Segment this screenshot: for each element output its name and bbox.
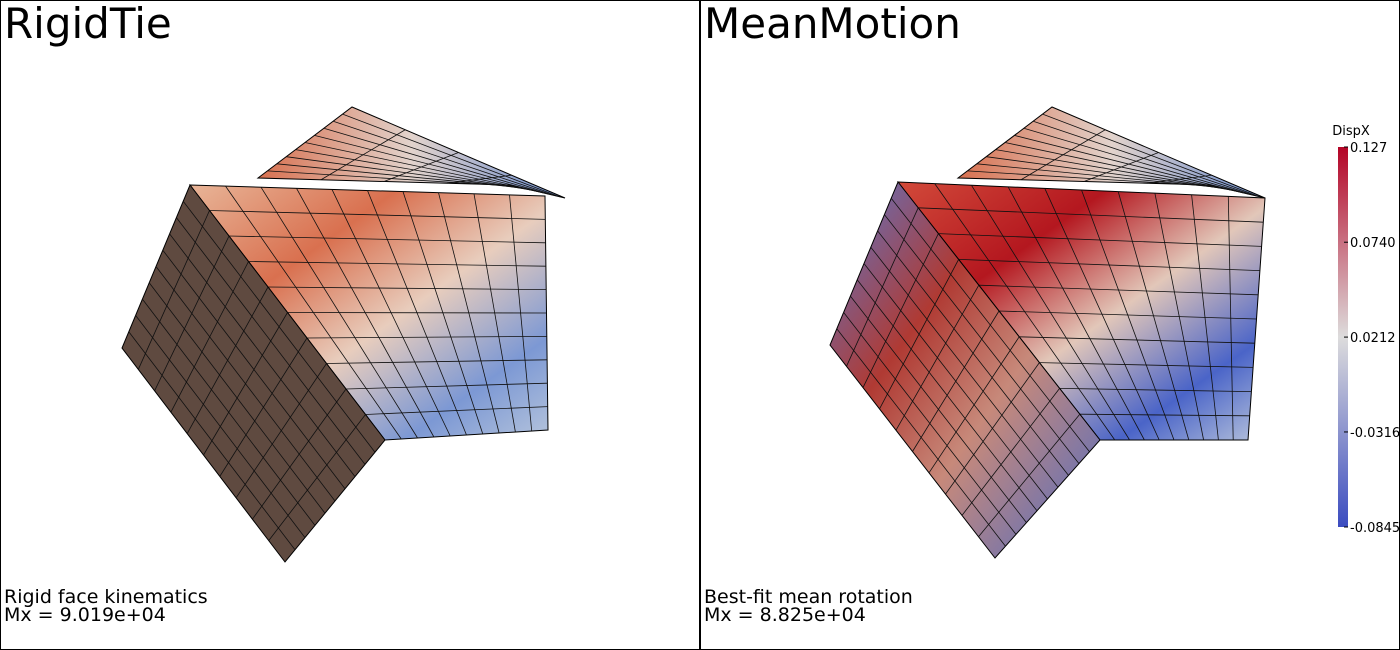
mesh-line xyxy=(248,261,546,267)
mesh-line xyxy=(267,286,547,290)
mesh-line xyxy=(1146,174,1212,184)
mesh-line xyxy=(850,295,1027,523)
mesh-line xyxy=(863,263,1048,500)
mesh-line xyxy=(1059,388,1252,392)
mesh-line xyxy=(287,312,547,314)
moment: Mx = 8.825e+04 xyxy=(704,604,866,626)
moment: Mx = 9.019e+04 xyxy=(4,604,166,626)
mesh-line xyxy=(306,336,547,339)
mesh-face xyxy=(829,181,1101,559)
mesh-line xyxy=(856,279,1038,512)
mesh-line xyxy=(128,331,296,551)
mesh-line xyxy=(135,315,306,538)
mesh-line xyxy=(365,406,548,415)
mesh-line xyxy=(383,152,459,182)
mesh-line xyxy=(326,359,548,364)
colorbar-tick-label: 0.0740 xyxy=(1350,236,1396,251)
mesh-line xyxy=(209,210,546,220)
mesh-line xyxy=(320,129,406,181)
mesh-line xyxy=(155,266,336,502)
mesh-line xyxy=(843,312,1017,535)
mesh-face xyxy=(121,184,386,563)
mesh-line xyxy=(169,233,356,477)
panel-title: RigidTie xyxy=(4,0,172,48)
colorbar-title: DispX xyxy=(1332,124,1370,139)
mesh-line xyxy=(148,282,326,514)
mesh-line xyxy=(884,214,1080,464)
mesh-line xyxy=(836,328,1006,547)
mesh-line xyxy=(890,198,1090,453)
mesh-face xyxy=(956,106,1266,199)
mesh-line xyxy=(182,201,376,453)
colorbar-tick-label: -0.0845 xyxy=(1350,521,1400,536)
mesh-face xyxy=(256,106,566,199)
mesh-line xyxy=(1079,413,1250,417)
mesh-line xyxy=(1039,362,1254,368)
caption: Best-fit mean rotation xyxy=(704,586,913,608)
mesh-line xyxy=(870,246,1059,488)
colorbar-tick-label: 0.127 xyxy=(1350,141,1387,156)
mesh-line xyxy=(1083,152,1159,182)
caption: Rigid face kinematics xyxy=(4,586,208,608)
mesh-line xyxy=(345,382,548,390)
mesh-line xyxy=(162,249,346,490)
colorbar xyxy=(1338,147,1348,527)
mesh-line xyxy=(1020,129,1106,181)
mesh-line xyxy=(958,259,1260,271)
mesh-line xyxy=(446,174,512,184)
colorbar-tick-label: -0.0316 xyxy=(1350,426,1400,441)
mesh-line xyxy=(877,230,1069,476)
colorbar-tick-label: 0.0212 xyxy=(1350,331,1396,346)
mesh-line xyxy=(978,284,1259,296)
mesh-line xyxy=(1019,336,1255,344)
mesh-line xyxy=(142,298,316,526)
panel-title: MeanMotion xyxy=(704,0,961,48)
mesh-line xyxy=(918,207,1264,223)
mesh-line xyxy=(228,235,546,244)
mesh-line xyxy=(998,310,1257,320)
mesh-line xyxy=(938,233,1262,247)
mesh-line xyxy=(176,217,366,465)
